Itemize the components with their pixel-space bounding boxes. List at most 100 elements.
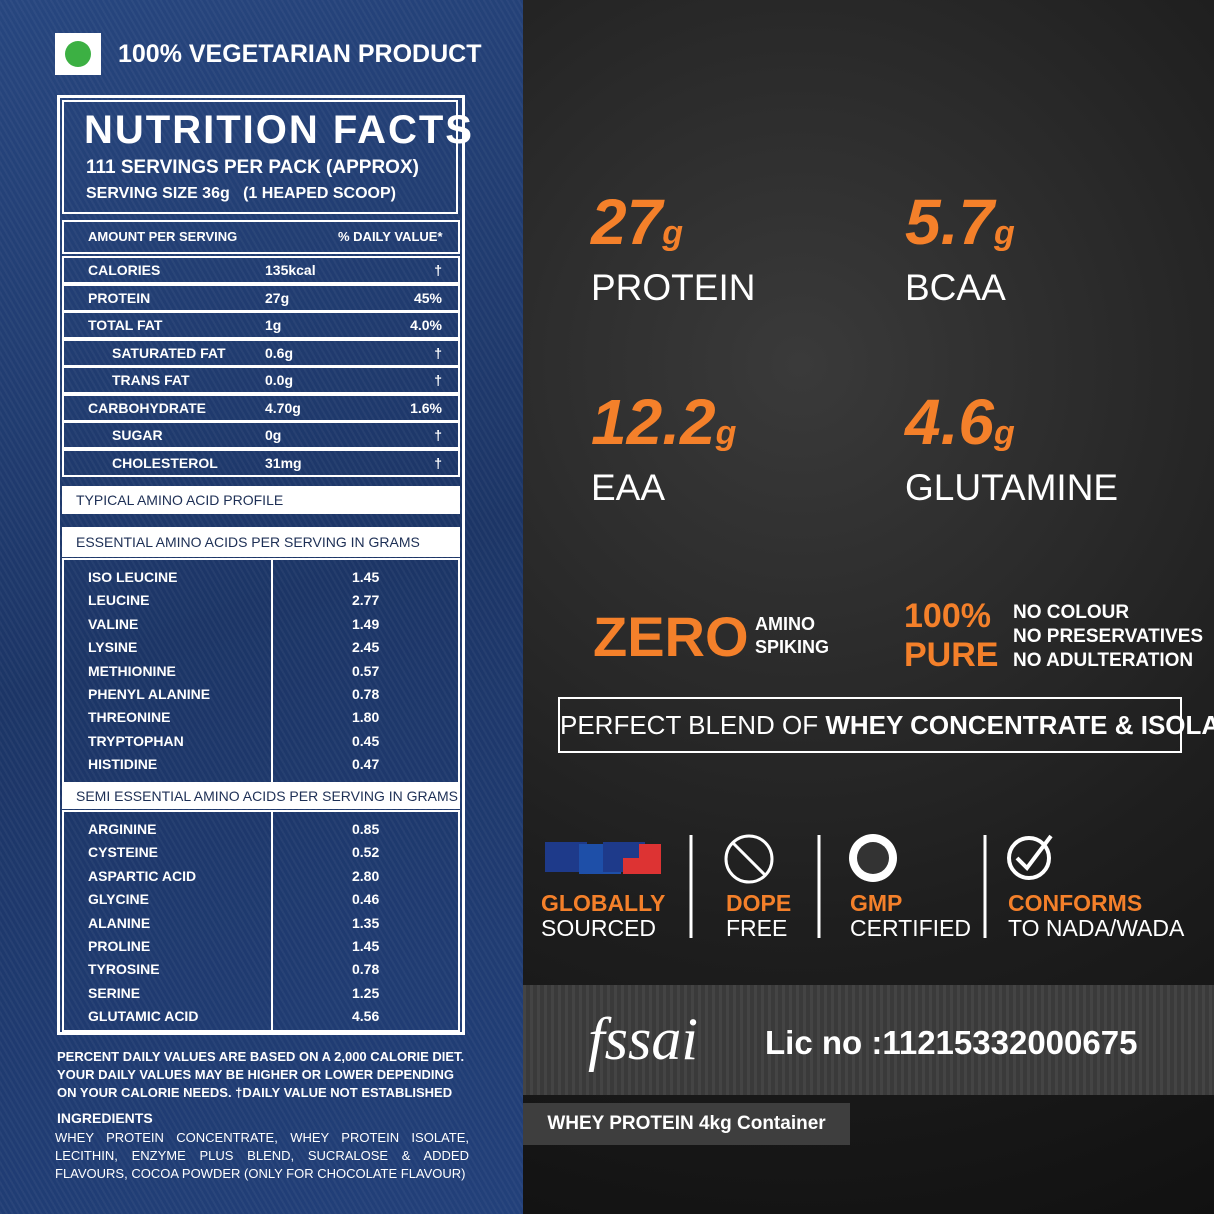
amino-title: TYPICAL AMINO ACID PROFILE	[62, 486, 460, 514]
amino-grid	[271, 558, 460, 784]
zero-big: ZERO	[593, 605, 749, 668]
nutrient-amount: 0g	[265, 427, 282, 443]
nutrient-dv: †	[434, 262, 442, 278]
pure-item: NO COLOUR	[1013, 602, 1130, 623]
nutrient-dv: †	[434, 427, 442, 443]
essential-title: ESSENTIAL AMINO ACIDS PER SERVING IN GRA…	[62, 527, 460, 557]
nutrient-dv: 45%	[413, 289, 442, 306]
nutrient-amount: 31mg	[265, 454, 302, 471]
amino-name: ALANINE	[88, 914, 151, 931]
amino-name: METHIONINE	[88, 662, 176, 679]
stat-unit: g	[993, 214, 1015, 252]
nutrient-amount: 0.0g	[265, 372, 294, 388]
flags-icon	[545, 842, 661, 874]
stat-value: 5.7g	[905, 185, 1015, 259]
stat-label: GLUTAMINE	[905, 467, 1119, 508]
stat-number: 27	[591, 186, 663, 258]
nutrient-amount: 0.6g	[265, 344, 294, 361]
blend-plain: PERFECT BLEND OF	[560, 710, 826, 740]
amino-name: PHENYL ALANINE	[88, 686, 211, 702]
stat-unit: g	[662, 214, 683, 252]
badge-bottom: FREE	[726, 915, 788, 941]
stat-label: BCAA	[905, 267, 1006, 308]
amino-value: 1.45	[352, 569, 380, 585]
stat-value: 4.6g	[905, 385, 1015, 459]
nutrient-dv: 4.0%	[410, 317, 442, 333]
amino-value: 0.52	[352, 844, 380, 861]
amino-value: 0.45	[352, 732, 380, 749]
amino-value: 1.35	[352, 914, 380, 931]
amino-value: 2.77	[352, 592, 380, 609]
stat-label: PROTEIN	[591, 267, 756, 308]
ingredients-text: WHEY PROTEIN CONCENTRATE, WHEY PROTEIN I…	[55, 1130, 469, 1181]
row-box	[62, 448, 460, 477]
nutrient-name: CALORIES	[88, 262, 161, 278]
amino-name: ARGININE	[88, 821, 157, 837]
row-box	[62, 338, 460, 367]
nutrient-name: SUGAR	[112, 427, 163, 443]
amino-name: ISO LEUCINE	[88, 569, 178, 585]
amino-name: TYROSINE	[88, 961, 160, 978]
highlights-panel: 27g PROTEIN 5.7g BCAA 12.2g EAA 4.6g GLUTAMINE …	[523, 0, 1214, 1214]
semi-title: SEMI ESSENTIAL AMINO ACIDS PER SERVING I…	[62, 783, 460, 809]
amino-name: GLUTAMIC ACID	[88, 1008, 199, 1025]
nutrient-dv: †	[434, 454, 442, 471]
nutrition-title: NUTRITION FACTS	[84, 108, 474, 152]
badge-bottom: TO NADA/WADA	[1008, 915, 1185, 941]
zero-small: AMINO	[755, 614, 815, 634]
stat-number: 12.2	[591, 386, 716, 458]
blend-box: PERFECT BLEND OF WHEY CONCENTRATE & ISOL…	[558, 697, 1214, 753]
container-label: WHEY PROTEIN 4kg Container	[523, 1103, 850, 1145]
amino-value: 1.80	[352, 709, 380, 726]
header-cell: % DAILY VALUE*	[338, 229, 443, 244]
stat-label: EAA	[591, 467, 666, 508]
amino-name: GLYCINE	[88, 891, 149, 908]
amino-name: CYSTEINE	[88, 844, 159, 861]
gmp-icon	[849, 834, 897, 882]
nutrient-dv: †	[434, 344, 442, 361]
amino-name: ASPARTIC ACID	[88, 867, 197, 884]
title-box	[62, 100, 458, 214]
nutrient-name: PROTEIN	[88, 289, 151, 306]
row-box	[62, 366, 460, 394]
nutrient-name: SATURATED FAT	[112, 344, 226, 361]
amino-name: HISTIDINE	[88, 756, 158, 773]
amino-value: 0.57	[352, 662, 380, 679]
amino-name: TRYPTOPHAN	[88, 732, 184, 749]
amino-value: 4.56	[352, 1008, 380, 1025]
nutrient-amount: 27g	[265, 289, 290, 306]
badge-bottom: SOURCED	[541, 915, 657, 941]
serving-size: SERVING SIZE 36g (1 HEAPED SCOOP)	[86, 185, 396, 202]
badge-top: DOPE	[726, 890, 792, 916]
amino-value: 2.45	[352, 639, 380, 656]
veg-label: 100% VEGETARIAN PRODUCT	[118, 40, 482, 68]
stat-value: 27g	[591, 185, 683, 259]
veg-icon	[55, 33, 101, 75]
amino-grid	[271, 810, 460, 1032]
row-box	[62, 256, 460, 284]
amino-value: 0.47	[352, 756, 380, 773]
amino-value: 0.46	[352, 891, 380, 908]
header-cell: AMOUNT PER SERVING	[88, 229, 238, 244]
badge-bottom: CERTIFIED	[850, 915, 971, 941]
blend-bold: WHEY CONCENTRATE & ISOLATE	[825, 710, 1214, 740]
amino-name: LEUCINE	[88, 592, 150, 609]
stat-unit: g	[993, 414, 1015, 452]
badge-icons	[545, 834, 1053, 938]
zero-small: SPIKING	[755, 637, 830, 657]
license: Lic no :11215332000675	[765, 1024, 1138, 1061]
nutrient-amount: 4.70g	[265, 399, 301, 416]
dope-icon	[724, 834, 774, 884]
footnote: PERCENT DAILY VALUES ARE BASED ON A 2,00…	[57, 1049, 465, 1100]
nutrient-amount: 135kcal	[265, 262, 316, 278]
pure-item: NO ADULTERATION	[1013, 650, 1194, 671]
fssai-band	[523, 985, 1214, 1095]
amino-value: 1.45	[352, 938, 380, 954]
nutrient-dv: †	[434, 372, 442, 388]
pure-big: 100%	[904, 597, 991, 635]
table-header	[62, 220, 460, 254]
row-box	[62, 421, 460, 449]
check-icon	[1007, 834, 1053, 880]
amino-value: 0.85	[352, 821, 380, 837]
